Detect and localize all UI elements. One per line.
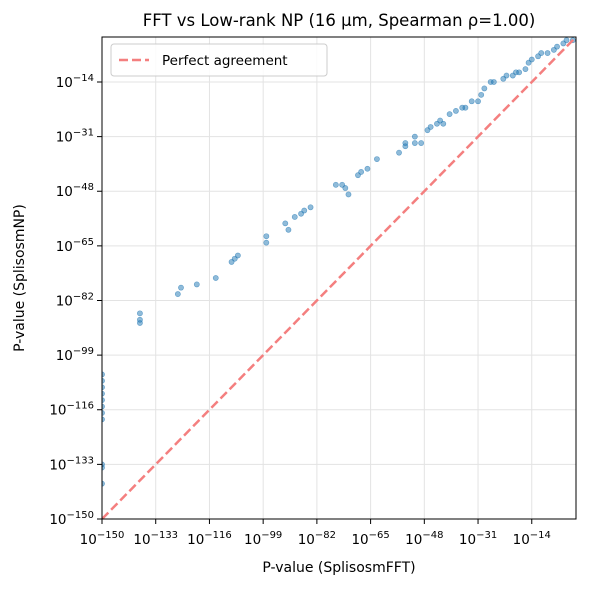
y-axis-label: P-value (SplisosmNP) bbox=[12, 204, 28, 352]
point bbox=[364, 165, 371, 172]
y-tick-label: 10−82 bbox=[56, 291, 94, 309]
point bbox=[282, 220, 289, 227]
point bbox=[563, 37, 570, 44]
point bbox=[234, 252, 241, 259]
x-tick-label: 10−150 bbox=[80, 530, 125, 548]
point bbox=[402, 143, 409, 150]
point bbox=[503, 72, 510, 79]
point bbox=[342, 185, 349, 191]
x-tick-label: 10−65 bbox=[351, 530, 389, 548]
point bbox=[481, 85, 488, 92]
y-tick-label: 10−116 bbox=[49, 401, 94, 419]
point bbox=[358, 169, 365, 175]
x-tick-label: 10−99 bbox=[244, 530, 282, 548]
x-tick-label: 10−14 bbox=[513, 530, 551, 548]
point bbox=[345, 191, 352, 198]
point bbox=[418, 140, 425, 146]
point bbox=[174, 291, 181, 297]
point bbox=[462, 104, 469, 111]
y-tick-label: 10−48 bbox=[56, 182, 94, 200]
x-axis-label: P-value (SplisosmFFT) bbox=[262, 560, 415, 576]
reference-line bbox=[102, 37, 576, 519]
point bbox=[522, 66, 529, 73]
point bbox=[263, 233, 270, 240]
x-tick-label: 10−116 bbox=[187, 530, 232, 548]
point bbox=[291, 214, 298, 220]
point bbox=[307, 204, 314, 211]
x-tick-label: 10−31 bbox=[459, 530, 497, 548]
point bbox=[446, 111, 453, 118]
point bbox=[178, 284, 184, 291]
point bbox=[212, 275, 219, 281]
point bbox=[544, 50, 551, 56]
point bbox=[411, 140, 418, 146]
plot-area bbox=[102, 37, 576, 519]
point bbox=[137, 320, 143, 326]
point bbox=[440, 120, 447, 127]
x-tick-label: 10−82 bbox=[298, 530, 336, 548]
point bbox=[374, 156, 380, 163]
legend-label: Perfect agreement bbox=[162, 53, 288, 69]
point bbox=[332, 181, 339, 188]
legend-box bbox=[110, 43, 328, 77]
point bbox=[427, 124, 434, 130]
y-tick-label: 10−31 bbox=[56, 128, 94, 146]
y-tick-label: 10−99 bbox=[56, 346, 94, 364]
point bbox=[478, 91, 485, 98]
point bbox=[453, 108, 459, 114]
point bbox=[490, 79, 497, 85]
point bbox=[285, 226, 292, 233]
point bbox=[475, 98, 481, 105]
y-tick-label: 10−133 bbox=[49, 455, 94, 473]
point bbox=[411, 133, 418, 140]
point bbox=[538, 50, 545, 56]
y-tick-label: 10−14 bbox=[56, 73, 94, 91]
x-tick-label: 10−133 bbox=[133, 530, 178, 548]
x-tick-label: 10−48 bbox=[405, 530, 443, 548]
chart-title: FFT vs Low-rank NP (16 µm, Spearman ρ=1.… bbox=[143, 11, 536, 30]
point bbox=[468, 98, 475, 105]
point bbox=[263, 239, 270, 246]
point bbox=[554, 43, 560, 50]
point bbox=[301, 207, 308, 214]
point bbox=[137, 310, 143, 317]
point bbox=[193, 281, 200, 288]
y-tick-label: 10−150 bbox=[49, 510, 94, 528]
point bbox=[396, 149, 402, 156]
y-tick-label: 10−65 bbox=[56, 237, 94, 255]
point bbox=[528, 56, 535, 63]
plot-frame bbox=[101, 36, 577, 520]
point bbox=[516, 69, 523, 76]
